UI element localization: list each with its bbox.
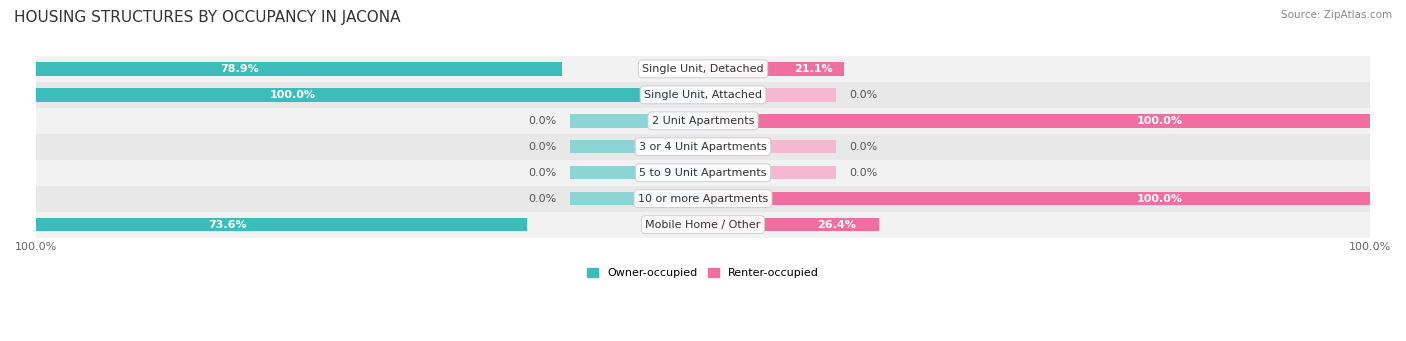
Text: 5 to 9 Unit Apartments: 5 to 9 Unit Apartments (640, 168, 766, 178)
Text: Single Unit, Detached: Single Unit, Detached (643, 64, 763, 74)
Bar (703, 62, 844, 76)
Text: 0.0%: 0.0% (849, 142, 877, 152)
Bar (569, 166, 703, 179)
Text: 73.6%: 73.6% (208, 220, 246, 229)
Text: 0.0%: 0.0% (849, 168, 877, 178)
Bar (37, 62, 562, 76)
Bar (703, 192, 1369, 205)
Bar (703, 166, 837, 179)
Text: 78.9%: 78.9% (221, 64, 259, 74)
Text: Mobile Home / Other: Mobile Home / Other (645, 220, 761, 229)
Bar (703, 140, 837, 153)
Text: Single Unit, Attached: Single Unit, Attached (644, 90, 762, 100)
Text: HOUSING STRUCTURES BY OCCUPANCY IN JACONA: HOUSING STRUCTURES BY OCCUPANCY IN JACON… (14, 10, 401, 25)
Bar (703, 88, 837, 102)
Text: 3 or 4 Unit Apartments: 3 or 4 Unit Apartments (640, 142, 766, 152)
Text: 100.0%: 100.0% (1136, 116, 1182, 126)
Text: 0.0%: 0.0% (529, 142, 557, 152)
Legend: Owner-occupied, Renter-occupied: Owner-occupied, Renter-occupied (582, 264, 824, 283)
Bar (37, 88, 703, 102)
Text: 10 or more Apartments: 10 or more Apartments (638, 194, 768, 204)
Text: 0.0%: 0.0% (849, 90, 877, 100)
Bar (37, 82, 1369, 108)
Text: 26.4%: 26.4% (817, 220, 856, 229)
Text: 100.0%: 100.0% (270, 90, 315, 100)
Bar (37, 56, 1369, 82)
Bar (569, 192, 703, 205)
Text: 0.0%: 0.0% (529, 116, 557, 126)
Bar (37, 108, 1369, 134)
Bar (37, 212, 1369, 238)
Bar (703, 114, 1369, 128)
Text: 0.0%: 0.0% (529, 194, 557, 204)
Text: Source: ZipAtlas.com: Source: ZipAtlas.com (1281, 10, 1392, 20)
Text: 2 Unit Apartments: 2 Unit Apartments (652, 116, 754, 126)
Bar (703, 218, 879, 231)
Bar (569, 114, 703, 128)
Bar (37, 134, 1369, 160)
Text: 21.1%: 21.1% (794, 64, 834, 74)
Bar (37, 186, 1369, 212)
Bar (37, 218, 527, 231)
Bar (569, 140, 703, 153)
Text: 100.0%: 100.0% (1136, 194, 1182, 204)
Text: 0.0%: 0.0% (529, 168, 557, 178)
Bar (37, 160, 1369, 186)
